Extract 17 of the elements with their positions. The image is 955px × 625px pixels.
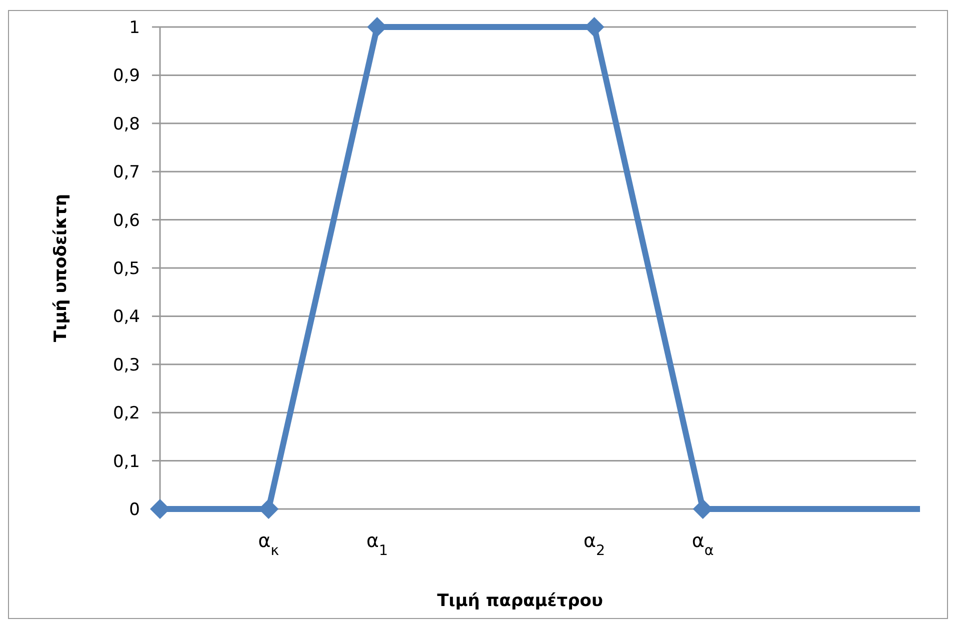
y-tick-label: 0,3 bbox=[112, 355, 140, 376]
y-tick-label: 0,2 bbox=[112, 404, 140, 424]
x-tick-label: α$_{1}$ bbox=[366, 530, 388, 559]
x-tick-label: α$_{κ}$ bbox=[258, 530, 280, 559]
y-tick-label: 0,9 bbox=[112, 66, 140, 86]
y-tick-label: 0,5 bbox=[112, 258, 140, 279]
y-tick-label: 0,6 bbox=[112, 210, 140, 231]
x-tick-label: α$_{α}$ bbox=[692, 530, 714, 559]
x-axis-title: Τιμή παραμέτρου bbox=[437, 591, 603, 611]
y-tick-label: 0,8 bbox=[112, 114, 140, 134]
y-axis-title: Τιμή υποδείκτη bbox=[51, 194, 71, 342]
y-tick-label: 0,7 bbox=[112, 162, 140, 183]
y-tick-label: 0,1 bbox=[112, 452, 140, 472]
x-tick-label: α$_{2}$ bbox=[583, 530, 606, 559]
y-tick-label: 0 bbox=[129, 500, 140, 520]
y-tick-label: 1 bbox=[129, 18, 140, 38]
y-tick-label: 0,4 bbox=[112, 307, 140, 328]
